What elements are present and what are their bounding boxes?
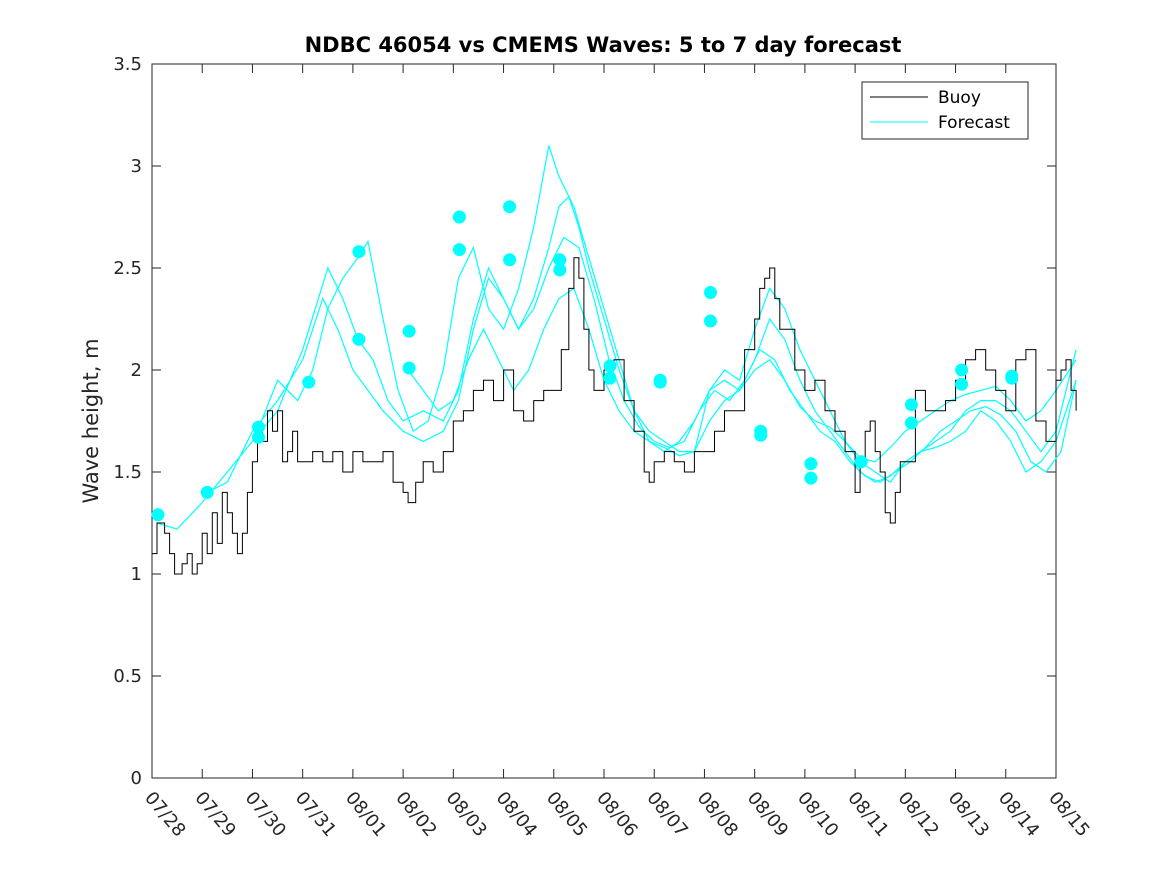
legend-label-buoy: Buoy bbox=[938, 88, 981, 108]
forecast-marker bbox=[754, 428, 768, 442]
forecast-marker bbox=[955, 377, 969, 391]
forecast-marker bbox=[252, 420, 265, 434]
chart-title: NDBC 46054 vs CMEMS Waves: 5 to 7 day fo… bbox=[305, 33, 902, 57]
forecast-marker bbox=[603, 359, 617, 373]
forecast-marker bbox=[553, 253, 567, 267]
forecast-marker bbox=[704, 314, 717, 328]
x-tick-label: 08/07 bbox=[642, 788, 691, 841]
x-tick-label: 08/01 bbox=[341, 788, 390, 841]
x-tick-label: 08/02 bbox=[391, 788, 440, 841]
forecast-marker bbox=[352, 332, 366, 346]
x-tick-label: 08/12 bbox=[894, 788, 943, 841]
x-tick-label: 08/15 bbox=[1044, 788, 1093, 841]
x-tick-label: 08/09 bbox=[743, 788, 792, 841]
forecast-marker bbox=[1005, 371, 1019, 385]
legend-label-forecast: Forecast bbox=[938, 113, 1010, 133]
forecast-marker bbox=[553, 263, 567, 277]
x-tick-label: 08/11 bbox=[843, 788, 892, 841]
x-tick-label: 08/14 bbox=[994, 788, 1043, 841]
forecast-marker bbox=[955, 363, 969, 377]
x-tick-label: 07/29 bbox=[190, 788, 239, 841]
forecast-marker bbox=[452, 210, 466, 224]
x-tick-label: 08/03 bbox=[442, 788, 491, 841]
x-tick-label: 07/31 bbox=[291, 788, 340, 841]
y-tick-label: 3 bbox=[131, 156, 142, 177]
y-tick-label: 1 bbox=[131, 564, 142, 585]
x-tick-label: 08/08 bbox=[693, 788, 742, 841]
plot-area: 00.511.522.533.507/28 07/29 07/30 07/31 08/0… bbox=[113, 54, 1093, 841]
legend-box bbox=[861, 81, 1029, 140]
forecast-marker bbox=[804, 471, 818, 485]
forecast-marker bbox=[402, 361, 416, 375]
forecast-marker bbox=[603, 371, 617, 385]
forecast-marker bbox=[904, 416, 918, 430]
forecast-line bbox=[206, 236, 1077, 493]
x-tick-label: 08/04 bbox=[492, 788, 541, 841]
forecast-marker bbox=[704, 286, 717, 299]
y-tick-label: 2.5 bbox=[113, 258, 142, 279]
y-tick-label: 1.5 bbox=[113, 462, 142, 483]
forecast-marker bbox=[151, 508, 165, 522]
y-tick-label: 0.5 bbox=[113, 666, 142, 687]
y-tick-label: 3.5 bbox=[113, 54, 142, 75]
forecast-line bbox=[256, 145, 1077, 484]
forecast-marker bbox=[804, 457, 818, 471]
x-tick-label: 08/13 bbox=[944, 788, 993, 841]
y-tick-label: 0 bbox=[131, 768, 142, 789]
y-axis-label: Wave height, m bbox=[79, 338, 103, 503]
forecast-marker bbox=[252, 430, 265, 444]
legend: Buoy Forecast bbox=[861, 81, 1029, 140]
y-tick-label: 2 bbox=[131, 360, 142, 381]
forecast-marker bbox=[302, 375, 316, 389]
forecast-marker bbox=[402, 324, 416, 338]
forecast-marker bbox=[904, 398, 918, 412]
forecast-line bbox=[156, 195, 1077, 530]
forecast-marker bbox=[503, 200, 517, 214]
x-tick-label: 07/28 bbox=[140, 788, 189, 841]
forecast-marker bbox=[452, 243, 466, 257]
x-tick-label: 08/06 bbox=[592, 788, 641, 841]
buoy-line bbox=[152, 257, 1077, 575]
forecast-line bbox=[407, 287, 1077, 463]
forecast-marker bbox=[653, 375, 667, 389]
x-tick-label: 08/05 bbox=[542, 788, 591, 841]
x-tick-label: 08/10 bbox=[793, 788, 842, 841]
forecast-marker bbox=[352, 245, 366, 259]
forecast-marker bbox=[503, 253, 517, 267]
forecast-marker bbox=[854, 455, 868, 469]
x-tick-label: 07/30 bbox=[241, 788, 290, 841]
forecast-marker bbox=[200, 485, 214, 499]
